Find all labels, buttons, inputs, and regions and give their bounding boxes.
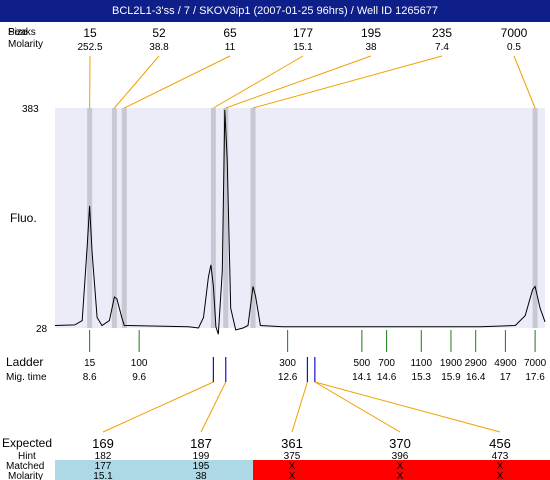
expected-connector-line	[314, 381, 401, 433]
peak-connector-line	[252, 55, 443, 109]
peak-connector-line	[513, 55, 536, 109]
peak-marker-band	[87, 108, 93, 328]
peak-molarity-label: 7.4	[435, 42, 449, 53]
expected-size-label: 187	[190, 436, 212, 451]
ladder-mig-time-label: 16.4	[466, 372, 486, 383]
expected-connector-line	[314, 381, 501, 433]
peak-marker-band	[111, 108, 117, 328]
match-cell	[55, 460, 153, 480]
hint-size-label: 396	[392, 451, 409, 462]
electropherogram-trace	[54, 109, 546, 335]
ladder-size-label: 15	[84, 358, 96, 369]
ladder-size-label: 1900	[440, 358, 463, 369]
ladder-size-label: 100	[131, 358, 148, 369]
ladder-mig-time-label: 9.6	[132, 372, 146, 383]
ladder-mig-time-label: 15.3	[412, 372, 432, 383]
ladder-size-label: 300	[279, 358, 296, 369]
peak-marker-band	[250, 108, 256, 328]
hint-size-label: 182	[95, 451, 112, 462]
ladder-mig-time-label: 12.6	[278, 372, 298, 383]
matched-size-label: 177	[95, 461, 112, 472]
matched-row-label: Matched	[6, 461, 44, 472]
peak-size-label: 52	[152, 26, 166, 40]
match-cell	[153, 460, 253, 480]
matched-molarity-label: X	[289, 471, 296, 480]
plot-area	[55, 108, 545, 328]
expected-connector-line	[291, 381, 308, 433]
peak-molarity-label: 38	[365, 42, 377, 53]
peak-connector-line	[225, 55, 372, 109]
peak-molarity-label: 0.5	[507, 42, 521, 53]
matched-molarity-label: 38	[195, 471, 207, 480]
ladder-mig-time-label: 14.1	[352, 372, 372, 383]
ladder-mig-time-label: 15.9	[441, 372, 461, 383]
hint-size-label: 375	[284, 451, 301, 462]
peak-size-label: 195	[361, 26, 381, 40]
peak-connector-line	[114, 55, 160, 109]
peak-marker-band	[223, 108, 229, 328]
ladder-mig-time-label: 17	[500, 372, 512, 383]
peak-size-label: 7000	[501, 26, 528, 40]
expected-row-label: Expected	[2, 436, 52, 450]
ladder-size-label: 500	[354, 358, 371, 369]
ladder-size-label: 7000	[524, 358, 547, 369]
ladder-size-label: 700	[378, 358, 395, 369]
matched-molarity-label: X	[397, 471, 404, 480]
expected-size-label: 456	[489, 436, 511, 451]
expected-connector-line	[200, 381, 227, 433]
expected-connector-line	[102, 381, 214, 433]
mig-time-label: Mig. time	[6, 372, 47, 383]
expected-size-label: 370	[389, 436, 411, 451]
peak-connector-line	[213, 55, 304, 109]
hint-row-label: Hint	[18, 451, 36, 462]
connector-lines-layer	[89, 55, 536, 433]
match-cell	[253, 460, 348, 480]
peak-molarity-label: 11	[225, 42, 236, 53]
hint-size-label: 199	[193, 451, 210, 462]
y-axis-title: Fluo.	[10, 211, 37, 225]
matched-molarity-label: X	[497, 471, 504, 480]
peak-marker-band	[532, 108, 538, 328]
expected-size-label: 361	[281, 436, 303, 451]
peak-marker-band	[210, 108, 216, 328]
y-axis-bottom-label: 28	[36, 324, 48, 335]
trace-layer	[54, 109, 546, 382]
labels-layer: 38328Fluo.PeaksSizeMolarity15252.55238.8…	[2, 26, 547, 480]
peak-molarity-label: 38.8	[149, 42, 169, 53]
peak-size-label: 177	[293, 26, 313, 40]
peak-connector-line	[124, 55, 231, 109]
ladder-label: Ladder	[6, 355, 43, 369]
peak-size-label: 15	[83, 26, 97, 40]
peak-molarity-label: 15.1	[293, 42, 313, 53]
match-cell	[348, 460, 452, 480]
chart-title: BCL2L1-3'ss / 7 / SKOV3ip1 (2007-01-25 9…	[0, 0, 550, 22]
peaks-row-label: Peaks	[8, 27, 36, 38]
peak-size-label: 235	[432, 26, 452, 40]
peak-molarity-label: 252.5	[77, 42, 102, 53]
matched-size-label: X	[497, 461, 504, 472]
expected-size-label: 169	[92, 436, 114, 451]
size-row-label: Size	[8, 27, 28, 38]
peak-size-label: 65	[223, 26, 237, 40]
molarity-bottom-row-label: Molarity	[8, 471, 43, 480]
ladder-size-label: 2900	[465, 358, 488, 369]
ladder-size-label: 1100	[411, 358, 433, 369]
matched-size-label: X	[289, 461, 296, 472]
peak-marker-band	[121, 108, 127, 328]
ladder-size-label: 4900	[494, 358, 517, 369]
ladder-mig-time-label: 14.6	[377, 372, 397, 383]
plot-background-layer	[55, 108, 550, 480]
ladder-mig-time-label: 17.6	[525, 372, 545, 383]
match-cell	[452, 460, 550, 480]
matched-size-label: X	[397, 461, 404, 472]
y-axis-top-label: 383	[22, 104, 39, 115]
ladder-mig-time-label: 8.6	[83, 372, 97, 383]
molarity-row-label: Molarity	[8, 39, 43, 50]
matched-molarity-label: 15.1	[93, 471, 113, 480]
matched-size-label: 195	[193, 461, 210, 472]
hint-size-label: 473	[492, 451, 509, 462]
